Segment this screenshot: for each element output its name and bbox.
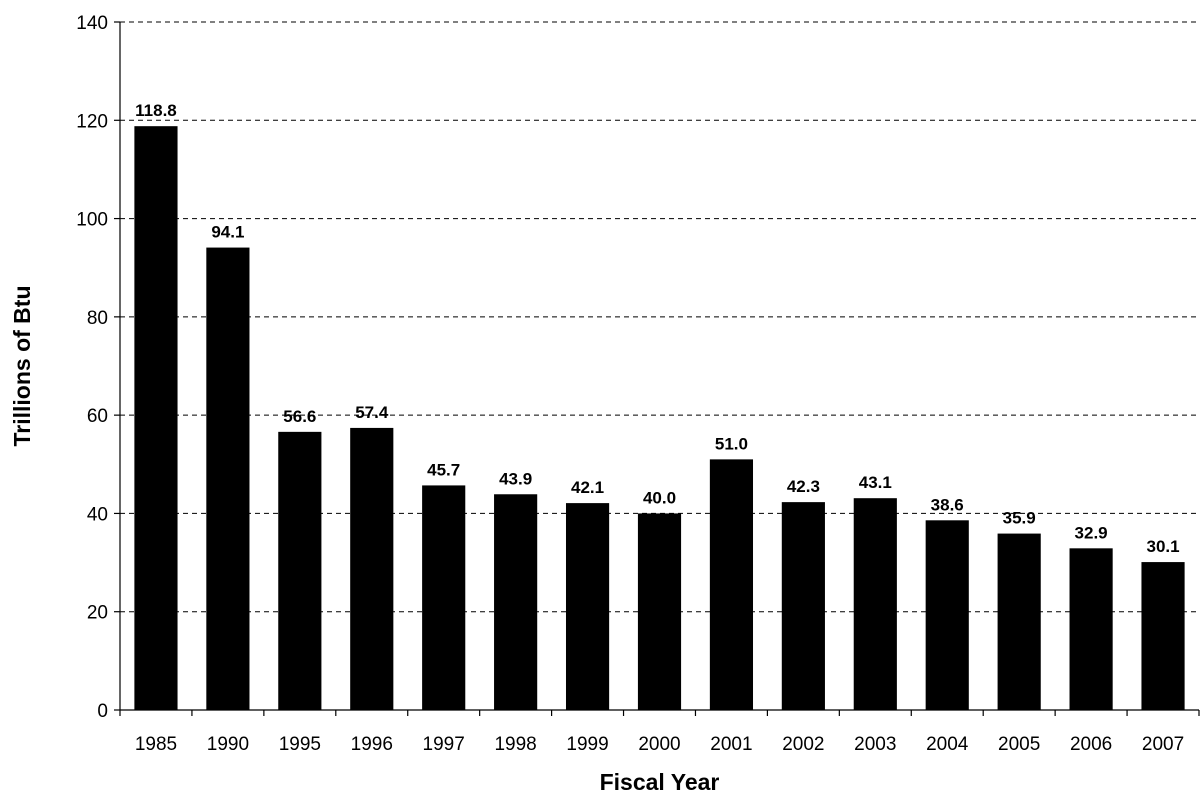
data-label-1990: 94.1 (211, 223, 244, 242)
y-tick-label: 80 (87, 308, 108, 329)
bar-1997 (422, 485, 466, 710)
bar-2000 (637, 513, 682, 710)
x-tick-label-1997: 1997 (423, 734, 465, 755)
x-tick-label-1999: 1999 (566, 734, 608, 755)
data-label-1997: 45.7 (427, 460, 460, 479)
bar-1999 (565, 503, 610, 710)
x-tick-label-2004: 2004 (926, 734, 969, 755)
bars (134, 126, 1185, 710)
x-tick-label-2000: 2000 (638, 734, 680, 755)
x-tick-label-1996: 1996 (351, 734, 393, 755)
data-label-2001: 51.0 (715, 434, 748, 453)
x-tick-label-2006: 2006 (1070, 734, 1112, 755)
x-tick-label-1998: 1998 (494, 734, 536, 755)
bar-2004 (925, 520, 969, 710)
bar-1995 (278, 431, 322, 710)
bar-2002 (781, 502, 825, 710)
x-tick-label-2001: 2001 (710, 734, 752, 755)
x-tick-label-2005: 2005 (998, 734, 1040, 755)
y-tick-label: 140 (76, 13, 108, 34)
data-label-1999: 42.1 (571, 478, 604, 497)
data-label-2006: 32.9 (1075, 523, 1108, 542)
bar-2003 (853, 498, 897, 710)
data-label-1985: 118.8 (135, 101, 177, 120)
bar-2007 (1141, 562, 1185, 710)
bar-1996 (350, 427, 394, 710)
data-label-2002: 42.3 (787, 477, 820, 496)
data-label-1995: 56.6 (283, 407, 316, 426)
bar-1998 (494, 494, 538, 710)
x-tick-label-2003: 2003 (854, 734, 896, 755)
x-tick-label-1995: 1995 (279, 734, 321, 755)
y-tick-label: 120 (76, 111, 108, 132)
y-tick-label: 60 (87, 406, 108, 427)
y-axis-title: Trillions of Btu (9, 286, 35, 447)
data-label-2004: 38.6 (931, 495, 964, 514)
bar-2005 (997, 533, 1041, 710)
y-tick-label: 100 (76, 210, 108, 231)
x-tick-labels: 1985 1990 1995 1996 1997 1998 1999 2000 2001 2002… (119, 710, 1200, 755)
data-label-1996: 57.4 (355, 403, 389, 422)
x-axis-title: Fiscal Year (600, 769, 720, 795)
data-label-2007: 30.1 (1146, 537, 1179, 556)
bar-2006 (1069, 548, 1113, 710)
axes (119, 22, 1199, 711)
y-tick-label: 20 (87, 603, 108, 624)
x-tick-label-1985: 1985 (135, 734, 177, 755)
x-tick-label-2007: 2007 (1142, 734, 1184, 755)
data-label-2003: 43.1 (859, 473, 892, 492)
bar-1985 (134, 126, 178, 710)
data-label-2005: 35.9 (1003, 509, 1036, 528)
y-tick-label: 0 (97, 701, 108, 722)
bar-2001 (709, 459, 754, 710)
y-tick-label: 40 (87, 504, 108, 525)
x-tick-label-2002: 2002 (782, 734, 824, 755)
data-labels: 118.8 94.1 56.6 57.4 45.7 43.9 42.1 40.0 51.0 42.… (135, 101, 1179, 556)
y-tick-labels: 0 20 40 60 80 100 120 140 (76, 13, 120, 722)
x-tick-label-1990: 1990 (207, 734, 249, 755)
data-label-2000: 40.0 (643, 488, 676, 507)
bar-1990 (206, 247, 250, 710)
data-label-1998: 43.9 (499, 469, 532, 488)
